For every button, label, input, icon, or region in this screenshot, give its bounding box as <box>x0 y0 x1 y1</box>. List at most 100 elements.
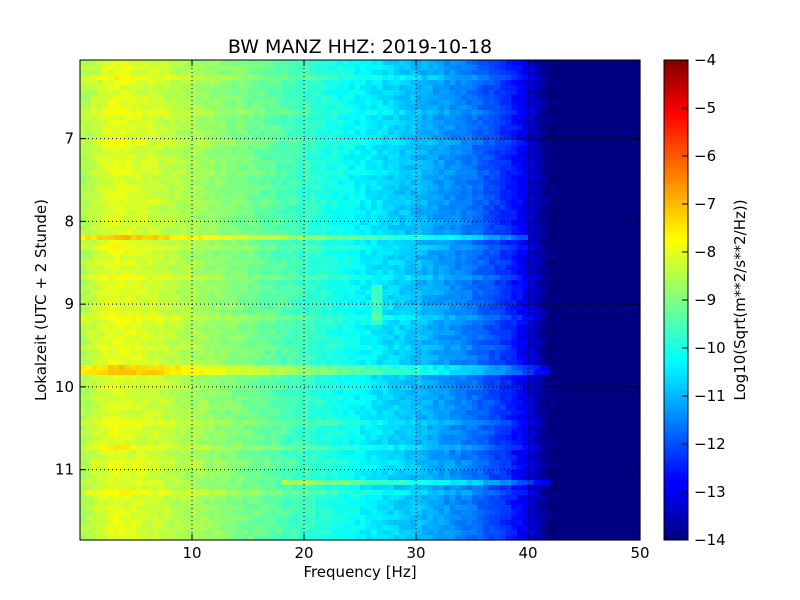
heatmap-cell <box>102 105 109 111</box>
heatmap-cell <box>505 270 512 276</box>
heatmap-cell <box>505 65 512 71</box>
heatmap-cell <box>124 205 131 211</box>
heatmap-cell <box>259 290 266 296</box>
heatmap-cell <box>108 85 115 91</box>
heatmap-cell <box>91 110 98 116</box>
heatmap-cell <box>432 135 439 141</box>
heatmap-cell <box>572 90 579 96</box>
heatmap-cell <box>528 180 535 186</box>
heatmap-cell <box>169 300 176 306</box>
heatmap-cell <box>477 170 484 176</box>
heatmap-cell <box>270 260 277 266</box>
heatmap-cell <box>158 155 165 161</box>
heatmap-cell <box>298 255 305 261</box>
heatmap-cell <box>365 255 372 261</box>
heatmap-cell <box>483 200 490 206</box>
heatmap-cell <box>544 125 551 131</box>
heatmap-cell <box>606 80 613 86</box>
heatmap-cell <box>460 195 467 201</box>
heatmap-cell <box>460 165 467 171</box>
heatmap-cell <box>147 60 154 66</box>
heatmap-cell <box>214 135 221 141</box>
heatmap-cell <box>141 285 148 291</box>
heatmap-cell <box>365 220 372 226</box>
heatmap-cell <box>225 250 232 256</box>
heatmap-cell <box>600 235 607 241</box>
heatmap-cell <box>119 265 126 271</box>
heatmap-cell <box>348 190 355 196</box>
heatmap-cell <box>472 235 479 241</box>
heatmap-cell <box>147 215 154 221</box>
heatmap-cell <box>85 260 92 266</box>
heatmap-cell <box>376 200 383 206</box>
heatmap-cell <box>231 105 238 111</box>
heatmap-cell <box>203 90 210 96</box>
heatmap-cell <box>511 60 518 66</box>
heatmap-cell <box>298 105 305 111</box>
heatmap-cell <box>220 200 227 206</box>
heatmap-cell <box>141 215 148 221</box>
heatmap-cell <box>466 60 473 66</box>
heatmap-cell <box>561 175 568 181</box>
heatmap-cell <box>544 215 551 221</box>
heatmap-cell <box>203 285 210 291</box>
heatmap-cell <box>572 190 579 196</box>
heatmap-cell <box>477 95 484 101</box>
heatmap-cell <box>152 220 159 226</box>
heatmap-cell <box>326 135 333 141</box>
heatmap-cell <box>192 60 199 66</box>
heatmap-cell <box>332 65 339 71</box>
heatmap-cell <box>147 115 154 121</box>
heatmap-cell <box>460 215 467 221</box>
heatmap-cell <box>208 245 215 251</box>
heatmap-cell <box>186 255 193 261</box>
heatmap-cell <box>533 70 540 76</box>
heatmap-cell <box>180 205 187 211</box>
heatmap-cell <box>589 260 596 266</box>
heatmap-cell <box>455 230 462 236</box>
heatmap-cell <box>214 290 221 296</box>
heatmap-cell <box>600 185 607 191</box>
heatmap-cell <box>466 200 473 206</box>
heatmap-cell <box>108 240 115 246</box>
heatmap-cell <box>578 155 585 161</box>
heatmap-cell <box>376 170 383 176</box>
heatmap-cell <box>136 255 143 261</box>
heatmap-cell <box>494 120 501 126</box>
heatmap-cell <box>567 135 574 141</box>
heatmap-cell <box>416 115 423 121</box>
heatmap-cell <box>124 250 131 256</box>
heatmap-cell <box>584 290 591 296</box>
heatmap-cell <box>354 145 361 151</box>
heatmap-cell <box>91 235 98 241</box>
heatmap-cell <box>432 85 439 91</box>
heatmap-cell <box>416 295 423 301</box>
heatmap-cell <box>113 80 120 86</box>
heatmap-cell <box>589 105 596 111</box>
heatmap-cell <box>119 170 126 176</box>
heatmap-cell <box>360 110 367 116</box>
heatmap-cell <box>287 295 294 301</box>
heatmap-cell <box>421 125 428 131</box>
heatmap-cell <box>298 115 305 121</box>
heatmap-cell <box>332 245 339 251</box>
heatmap-cell <box>516 230 523 236</box>
heatmap-cell <box>332 105 339 111</box>
heatmap-cell <box>584 215 591 221</box>
heatmap-cell <box>511 270 518 276</box>
heatmap-cell <box>494 305 501 311</box>
heatmap-cell <box>388 215 395 221</box>
heatmap-cell <box>287 150 294 156</box>
heatmap-cell <box>197 235 204 241</box>
heatmap-cell <box>399 220 406 226</box>
heatmap-cell <box>606 190 613 196</box>
heatmap-cell <box>102 300 109 306</box>
heatmap-cell <box>231 95 238 101</box>
heatmap-cell <box>584 190 591 196</box>
heatmap-cell <box>500 135 507 141</box>
heatmap-cell <box>376 270 383 276</box>
heatmap-cell <box>449 265 456 271</box>
heatmap-cell <box>354 160 361 166</box>
heatmap-cell <box>337 135 344 141</box>
heatmap-cell <box>477 270 484 276</box>
